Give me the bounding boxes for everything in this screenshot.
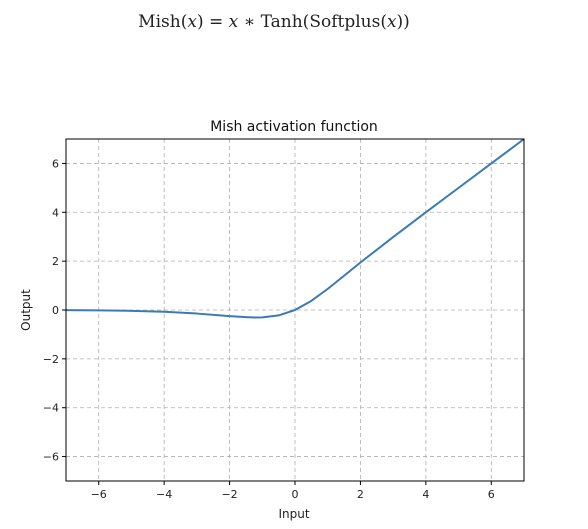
y-tick-label: −2 xyxy=(43,353,59,366)
x-tick-label: 6 xyxy=(488,488,495,501)
x-tick-label: 2 xyxy=(357,488,364,501)
series xyxy=(65,138,525,319)
y-axis-label: Output xyxy=(19,289,33,331)
x-tick-label: 0 xyxy=(292,488,299,501)
y-tick-label: 2 xyxy=(52,255,59,268)
formula-tanh: Tanh xyxy=(260,12,303,32)
y-tick-label: 6 xyxy=(52,157,59,170)
formula-softplus: Softplus xyxy=(309,12,381,32)
chart-title: Mish activation function xyxy=(210,119,378,135)
x-tick-label: −6 xyxy=(91,488,107,501)
x-tick-label: −4 xyxy=(156,488,172,501)
y-tick-label: 0 xyxy=(52,304,59,317)
mish-line xyxy=(65,138,525,319)
y-tick-label: 4 xyxy=(52,206,59,219)
formula-var: x xyxy=(187,12,197,32)
formula: Mish(x) = x ∗ Tanh(Softplus(x)) xyxy=(138,12,410,32)
y-tick-label: −4 xyxy=(43,402,59,415)
x-tick-label: −2 xyxy=(221,488,237,501)
ticks: −6 −4 −2 0 2 4 6 −6 −4 −2 0 2 4 6 xyxy=(43,157,495,501)
formula-var-3: x xyxy=(386,12,397,32)
formula-eq: = xyxy=(203,12,229,32)
formula-fn-name: Mish xyxy=(138,12,181,32)
formula-var-2: x xyxy=(228,12,239,32)
x-tick-label: 4 xyxy=(422,488,429,501)
plot-frame xyxy=(65,138,525,482)
formula-times: ∗ xyxy=(238,12,261,32)
x-axis-label: Input xyxy=(278,507,309,521)
y-tick-label: −6 xyxy=(43,451,59,464)
